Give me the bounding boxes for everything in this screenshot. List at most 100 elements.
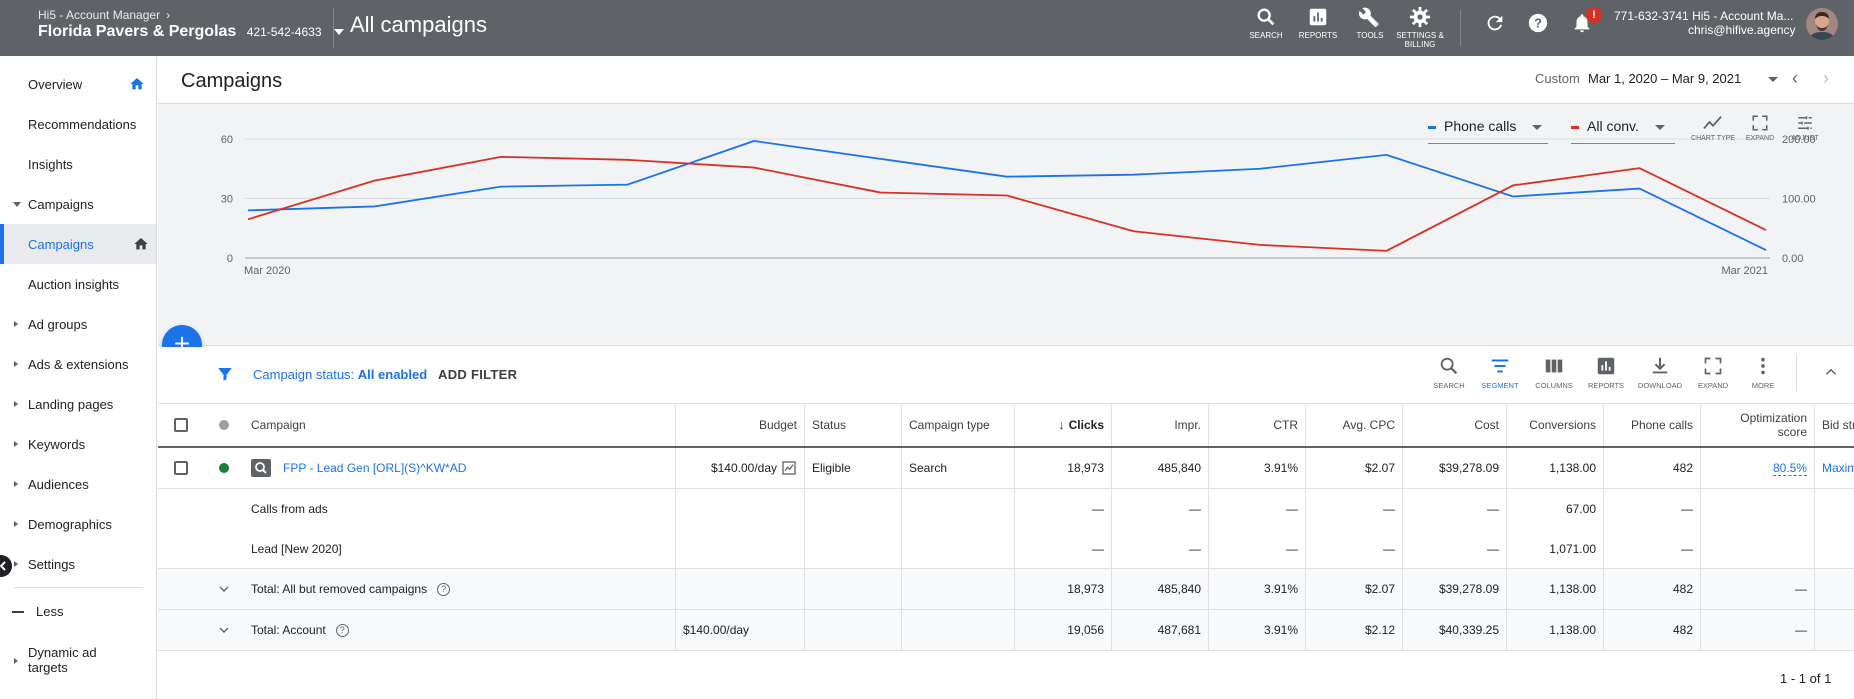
sidebar-item-settings[interactable]: Settings <box>0 544 156 584</box>
col-phone-calls[interactable]: Phone calls <box>1604 404 1701 446</box>
campaign-name-link[interactable]: FPP - Lead Gen [ORL](S)^KW*AD <box>283 461 467 475</box>
download-button[interactable]: DOWNLOAD <box>1635 355 1685 390</box>
chevron-up-icon[interactable] <box>1822 363 1840 381</box>
sidebar-item-dynamic-ad-targets[interactable]: Dynamic ad targets <box>0 636 156 684</box>
table-search-button[interactable]: SEARCH <box>1424 355 1474 390</box>
account-selector[interactable]: Florida Pavers & Pergolas 421-542-4633 <box>38 23 344 41</box>
notifications-button[interactable] <box>1571 12 1593 39</box>
caret-down-icon <box>1532 124 1543 130</box>
col-avg-cpc[interactable]: Avg. CPC <box>1306 404 1403 446</box>
next-period-button[interactable]: › <box>1823 68 1829 89</box>
empty-cell <box>805 610 902 650</box>
campaign-status-filter[interactable]: Campaign status: All enabled <box>253 367 427 382</box>
download-icon <box>1652 357 1668 374</box>
divider <box>333 8 334 48</box>
sidebar-item-overview[interactable]: Overview <box>0 64 156 104</box>
expand-arrow-icon <box>14 521 18 527</box>
columns-icon <box>1545 359 1563 373</box>
col-cost[interactable]: Cost <box>1403 404 1507 446</box>
empty-cell <box>676 489 805 529</box>
col-impr[interactable]: Impr. <box>1112 404 1209 446</box>
sidebar-item-label: Keywords <box>28 436 86 452</box>
caret-down-icon <box>333 28 344 35</box>
sidebar-item-insights[interactable]: Insights <box>0 144 156 184</box>
row-checkbox-cell <box>158 448 204 488</box>
col-ctr[interactable]: CTR <box>1209 404 1306 446</box>
previous-period-button[interactable]: ‹ <box>1792 68 1798 89</box>
budget-value[interactable]: $140.00/day <box>710 461 777 475</box>
total-name: Total: All but removed campaigns <box>251 582 428 596</box>
chevron-down-icon[interactable] <box>216 581 232 597</box>
sidebar-item-campaigns[interactable]: Campaigns <box>0 224 156 264</box>
manager-breadcrumb[interactable]: Hi5 - Account Manager › <box>38 8 170 22</box>
phone-calls-cell: 482 <box>1604 448 1701 488</box>
series-line-all-conv <box>247 155 1767 252</box>
expand-icon <box>1704 357 1722 375</box>
optimization-score-link[interactable]: 80.5% <box>1772 460 1807 476</box>
sidebar-item-ads-extensions[interactable]: Ads & extensions <box>0 344 156 384</box>
sidebar-item-keywords[interactable]: Keywords <box>0 424 156 464</box>
show-less-button[interactable]: Less <box>0 604 63 619</box>
search-tool-label: SEARCH <box>1249 31 1283 40</box>
help-icon[interactable]: ? <box>437 582 451 596</box>
more-button[interactable]: MORE <box>1738 355 1788 390</box>
refresh-button[interactable] <box>1484 12 1506 39</box>
chart-adjust-button[interactable]: ADJUST <box>1780 114 1830 142</box>
help-icon[interactable]: ? <box>335 623 349 637</box>
tools-tool-label: TOOLS <box>1356 31 1384 40</box>
col-conversions[interactable]: Conversions <box>1507 404 1604 446</box>
tune-icon <box>1798 116 1812 130</box>
sidebar-item-campaigns-group[interactable]: Campaigns <box>0 184 156 224</box>
collapse-sidebar-button[interactable] <box>0 555 12 577</box>
col-optimization-line2: score <box>1777 425 1807 439</box>
filter-label: Campaign status: <box>253 367 355 382</box>
status-dot-icon[interactable] <box>219 420 229 430</box>
metric-selector-2[interactable]: All conv. <box>1571 118 1675 144</box>
reports-label: REPORTS <box>1587 381 1625 390</box>
bid-strategy-link[interactable]: Maximize clicks <box>1822 461 1854 475</box>
sidebar-item-auction-insights[interactable]: Auction insights <box>0 264 156 304</box>
manager-name[interactable]: Hi5 - Account Manager <box>38 8 161 22</box>
col-clicks[interactable]: ↓ Clicks <box>1015 404 1112 446</box>
user-info[interactable]: 771-632-3741 Hi5 - Account Ma... chris@h… <box>1614 9 1796 37</box>
chart-expand-button[interactable]: EXPAND <box>1735 114 1785 142</box>
date-range-picker[interactable]: Mar 1, 2020 – Mar 9, 2021 <box>1588 71 1742 86</box>
col-optimization-score[interactable]: Optimization score <box>1701 404 1815 446</box>
reports-button[interactable]: REPORTS <box>1581 355 1631 390</box>
search-tool-button[interactable]: SEARCH <box>1238 4 1294 40</box>
sidebar-item-recommendations[interactable]: Recommendations <box>0 104 156 144</box>
cost-cell: $39,278.09 <box>1403 569 1507 609</box>
table-expand-button[interactable]: EXPAND <box>1688 355 1738 390</box>
add-filter-button[interactable]: ADD FILTER <box>438 367 518 382</box>
sidebar-item-demographics[interactable]: Demographics <box>0 504 156 544</box>
col-campaign-type[interactable]: Campaign type <box>902 404 1015 446</box>
avatar[interactable] <box>1806 8 1838 40</box>
reports-tool-button[interactable]: REPORTS <box>1290 4 1346 40</box>
col-status[interactable]: Status <box>805 404 902 446</box>
empty-cell <box>805 529 902 568</box>
ctr-cell: 3.91% <box>1209 569 1306 609</box>
columns-button[interactable]: COLUMNS <box>1529 355 1579 390</box>
help-button[interactable]: ? <box>1527 12 1549 39</box>
sidebar-item-audiences[interactable]: Audiences <box>0 464 156 504</box>
filter-icon[interactable] <box>216 365 234 383</box>
select-all-checkbox[interactable] <box>174 418 188 432</box>
row-checkbox[interactable] <box>174 461 188 475</box>
status-dot-header <box>204 404 244 446</box>
sidebar-item-ad-groups[interactable]: Ad groups <box>0 304 156 344</box>
tools-tool-button[interactable]: TOOLS <box>1342 4 1398 40</box>
chart-type-button[interactable]: CHART TYPE <box>1688 114 1738 142</box>
sidebar-item-label: Audiences <box>28 476 89 492</box>
settings-billing-tool-button[interactable]: SETTINGS & BILLING <box>1392 4 1448 49</box>
caret-down-icon[interactable] <box>1768 77 1778 82</box>
col-budget[interactable]: Budget <box>676 404 805 446</box>
sidebar-item-landing-pages[interactable]: Landing pages <box>0 384 156 424</box>
segment-button[interactable]: SEGMENT <box>1475 355 1525 390</box>
col-campaign[interactable]: Campaign <box>244 404 676 446</box>
phone-calls-cell: 482 <box>1604 569 1701 609</box>
budget-chart-icon[interactable] <box>781 460 797 476</box>
metric-selector-1[interactable]: Phone calls <box>1428 118 1548 144</box>
enabled-status-dot[interactable] <box>219 463 229 473</box>
chevron-down-icon[interactable] <box>216 622 232 638</box>
col-bid-strategy[interactable]: Bid strategy type <box>1822 418 1854 432</box>
